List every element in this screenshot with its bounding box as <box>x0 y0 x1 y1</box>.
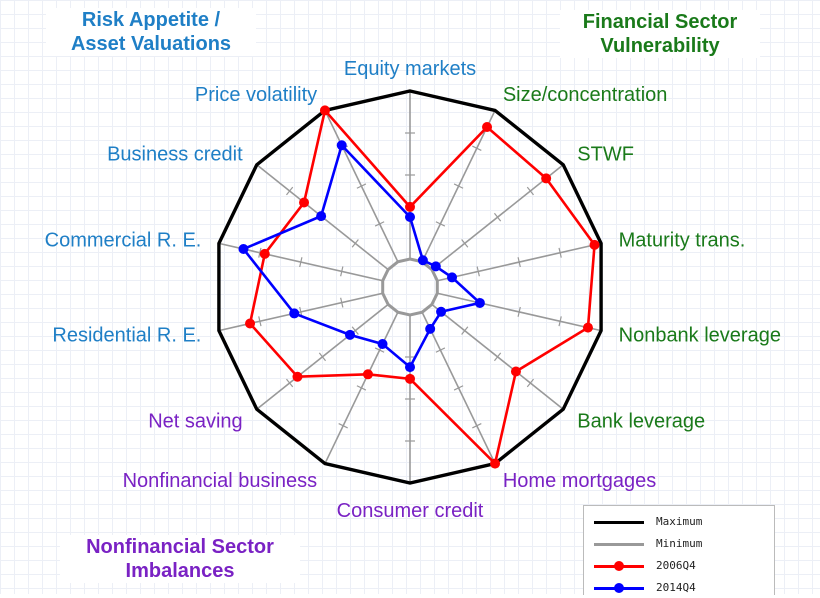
axis-tick-size-concentration-1 <box>435 221 446 227</box>
axis-tick-net-saving-3 <box>286 378 294 388</box>
point-2014q4-residential-r-e <box>289 308 300 319</box>
legend-marker-2006q4 <box>614 561 624 571</box>
axis-tick-size-concentration-3 <box>472 145 482 151</box>
axis-tick-stwf-2 <box>493 212 502 222</box>
point-2014q4-maturity-trans <box>447 272 458 283</box>
axis-label-size-concentration: Size/concentration <box>503 84 668 106</box>
axis-tick-price-volatility-1 <box>374 221 385 227</box>
axis-tick-residential-r-e-3 <box>258 316 262 327</box>
chart-legend: Maximum Minimum 2006Q4 2014Q4 <box>583 505 775 595</box>
point-2006q4-price-volatility <box>319 105 330 116</box>
point-2006q4-nonbank-leverage <box>582 322 593 333</box>
axis-tick-maturity-trans-1 <box>476 266 480 277</box>
point-2006q4-net-saving <box>292 371 303 382</box>
point-2006q4-bank-leverage <box>510 366 521 377</box>
point-2006q4-stwf <box>541 173 552 184</box>
legend-swatch-maximum <box>594 521 644 524</box>
axis-tick-commercial-r-e-2 <box>299 257 303 268</box>
axis-label-business-credit: Business credit <box>107 144 243 166</box>
group-title-nonfinancial-text: Nonfinancial Sector Imbalances <box>86 536 274 582</box>
axis-tick-nonfinancial-business-2 <box>356 385 367 391</box>
axis-tick-bank-leverage-1 <box>461 326 469 335</box>
axis-tick-commercial-r-e-1 <box>340 266 344 277</box>
axis-tick-maturity-trans-3 <box>558 247 562 258</box>
axis-tick-net-saving-1 <box>351 326 359 335</box>
point-2014q4-business-credit <box>316 211 327 222</box>
axis-label-stwf: STWF <box>577 144 634 166</box>
legend-label-2006q4: 2006Q4 <box>656 559 696 572</box>
axis-tick-maturity-trans-2 <box>517 257 521 268</box>
point-2014q4-equity-markets <box>405 212 415 222</box>
axis-label-home-mortgages: Home mortgages <box>503 470 656 492</box>
axis-label-commercial-r-e: Commercial R. E. <box>45 229 202 251</box>
group-title-financial-sector: Financial Sector Vulnerability <box>560 10 760 58</box>
axis-label-equity-markets: Equity markets <box>344 58 476 80</box>
axis-tick-bank-leverage-3 <box>526 378 534 388</box>
axis-tick-bank-leverage-2 <box>493 352 502 362</box>
axis-tick-home-mortgages-3 <box>472 423 482 429</box>
point-2014q4-nonbank-leverage <box>474 297 485 308</box>
point-2006q4-consumer-credit <box>405 373 415 384</box>
axis-label-bank-leverage: Bank leverage <box>577 410 705 432</box>
point-2006q4-maturity-trans <box>589 239 600 250</box>
point-2014q4-net-saving <box>345 329 356 340</box>
point-2014q4-size-concentration <box>417 255 428 266</box>
point-2014q4-commercial-r-e <box>238 243 249 254</box>
series-line-2014q4 <box>241 142 483 370</box>
axis-tick-price-volatility-2 <box>356 183 367 189</box>
axis-label-net-saving: Net saving <box>148 410 243 432</box>
axis-label-price-volatility: Price volatility <box>195 84 317 106</box>
point-2006q4-size-concentration <box>482 122 493 133</box>
axis-label-residential-r-e: Residential R. E. <box>52 325 201 347</box>
point-2014q4-price-volatility <box>336 140 347 151</box>
axis-tick-nonfinancial-business-1 <box>374 347 385 353</box>
axis-tick-business-credit-3 <box>286 186 294 196</box>
point-2006q4-commercial-r-e <box>259 248 270 259</box>
point-2014q4-consumer-credit <box>405 362 415 373</box>
point-2014q4-bank-leverage <box>436 306 447 317</box>
series-line-minimum <box>381 257 439 317</box>
legend-item-2014q4: 2014Q4 <box>584 578 774 598</box>
axis-label-nonfinancial-business: Nonfinancial business <box>123 470 318 492</box>
axis-tick-nonfinancial-business-3 <box>338 423 348 429</box>
point-2006q4-home-mortgages <box>490 458 501 469</box>
axis-tick-residential-r-e-1 <box>340 297 344 308</box>
axis-tick-home-mortgages-1 <box>435 347 446 353</box>
point-2006q4-residential-r-e <box>245 318 256 329</box>
axis-label-nonbank-leverage: Nonbank leverage <box>619 325 781 347</box>
point-2014q4-nonfinancial-business <box>377 339 388 350</box>
axis-tick-nonbank-leverage-3 <box>558 316 562 327</box>
axis-tick-stwf-3 <box>526 186 534 196</box>
point-2014q4-home-mortgages <box>425 323 436 334</box>
legend-label-minimum: Minimum <box>656 537 703 550</box>
point-2014q4-stwf <box>430 261 441 272</box>
axis-label-consumer-credit: Consumer credit <box>337 500 484 522</box>
legend-label-maximum: Maximum <box>656 515 703 528</box>
group-title-financial-sector-text: Financial Sector Vulnerability <box>582 11 738 57</box>
legend-marker-2014q4 <box>614 583 624 593</box>
axis-tick-home-mortgages-2 <box>453 385 464 391</box>
axis-tick-nonbank-leverage-2 <box>517 306 521 317</box>
group-title-risk-appetite: Risk Appetite / Asset Valuations <box>46 8 256 56</box>
axis-label-maturity-trans: Maturity trans. <box>619 229 746 251</box>
axis-tick-size-concentration-2 <box>453 183 464 189</box>
group-title-risk-appetite-text: Risk Appetite / Asset Valuations <box>70 9 232 55</box>
point-2006q4-nonfinancial-business <box>362 369 373 380</box>
legend-item-maximum: Maximum <box>584 512 774 532</box>
axis-tick-stwf-1 <box>461 239 469 248</box>
axis-tick-net-saving-2 <box>318 352 327 362</box>
legend-item-2006q4: 2006Q4 <box>584 556 774 576</box>
point-2006q4-business-credit <box>299 197 310 208</box>
series-line-maximum <box>217 89 603 485</box>
legend-swatch-minimum <box>594 543 644 546</box>
group-title-nonfinancial: Nonfinancial Sector Imbalances <box>60 535 300 583</box>
axis-tick-business-credit-1 <box>351 239 359 248</box>
legend-item-minimum: Minimum <box>584 534 774 554</box>
point-2006q4-equity-markets <box>405 201 415 212</box>
legend-label-2014q4: 2014Q4 <box>656 581 696 594</box>
axis-tick-commercial-r-e-3 <box>258 247 262 258</box>
series-line-2006q4 <box>248 107 596 467</box>
